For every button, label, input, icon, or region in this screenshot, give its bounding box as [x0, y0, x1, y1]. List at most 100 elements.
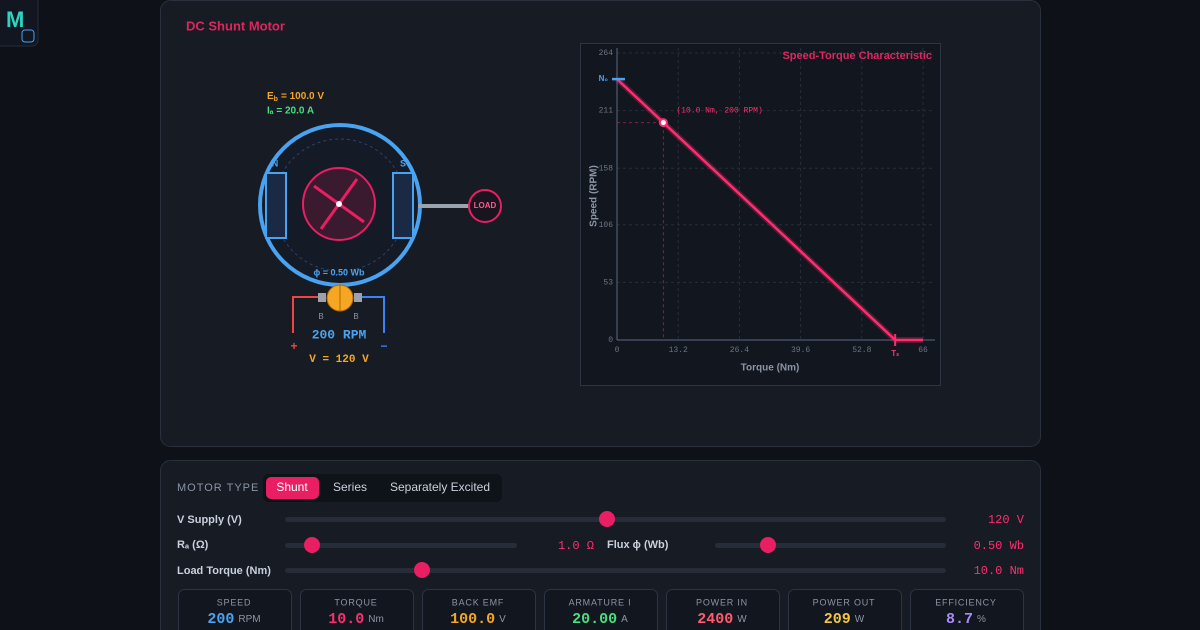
stat-label: ARMATURE I — [569, 597, 632, 607]
symbol: E — [267, 91, 274, 102]
unit: W — [737, 614, 747, 625]
slider-label: Load Torque (Nm) — [177, 565, 271, 577]
chart-title: Speed-Torque Characteristic — [782, 50, 932, 62]
x-axis-label: Torque (Nm) — [741, 363, 800, 374]
speed-readout: 200 RPM — [312, 327, 367, 342]
pole-label: S — [400, 158, 406, 168]
y-tick-label: 0 — [608, 336, 613, 345]
stat-value: 10.0 Nm — [328, 611, 384, 628]
terminal-minus: − — [380, 339, 387, 353]
wire-positive — [292, 296, 322, 333]
subscript: b — [274, 96, 278, 103]
stat-card — [422, 589, 536, 630]
wire-negative — [358, 296, 385, 333]
operating-point — [658, 118, 668, 128]
x-tick-label: 66 — [918, 346, 928, 355]
slider-thumb[interactable] — [599, 511, 615, 527]
slider-thumb[interactable] — [760, 537, 776, 553]
y-tick-label: 264 — [599, 49, 614, 58]
slider-label: Rₐ (Ω) — [177, 539, 209, 551]
value: 100.0 — [450, 611, 495, 628]
motor-type[interactable]: Shunt — [276, 480, 308, 494]
slider-thumb[interactable] — [414, 562, 430, 578]
motor-type[interactable]: Series — [333, 480, 367, 494]
x-tick-label: 52.8 — [852, 346, 871, 355]
brush — [318, 293, 326, 302]
value: 8.7 — [946, 611, 973, 628]
stat-value: 209 W — [824, 611, 865, 628]
slider-label: Flux ϕ (Wb) — [607, 539, 669, 551]
value: 209 — [824, 611, 851, 628]
load — [468, 189, 502, 223]
stat-card — [178, 589, 292, 630]
unit: A — [621, 614, 628, 625]
x-tick-label: 26.4 — [730, 346, 749, 355]
pole-n — [265, 172, 287, 239]
unit: V — [499, 614, 506, 625]
stat-label: BACK EMF — [452, 597, 504, 607]
stat-value: 20.00 A — [572, 611, 628, 628]
armature-current: Iₐ = 20.0 A — [267, 106, 314, 117]
slider-track[interactable] — [285, 543, 517, 548]
chart: 0 53 106 158 211 264 0 13.2 26.4 39.6 52.8 66 Speed-… — [589, 48, 935, 374]
stat-card — [788, 589, 902, 630]
value: = 100.0 V — [281, 91, 324, 102]
flux: ϕ = 0.50 Wb — [313, 267, 365, 277]
value: 2400 — [697, 611, 733, 628]
x-tick-label: 0 — [615, 346, 620, 355]
slider-label: V Supply (V) — [177, 514, 242, 526]
speed-torque-line — [616, 78, 923, 342]
motor-type[interactable]: Separately Excited — [390, 480, 490, 494]
slider-readout: 0.50 Wb — [974, 539, 1024, 553]
pole-label: N — [272, 158, 279, 168]
back-emf: Eb = 100.0 V — [267, 91, 324, 103]
stall-label: Tₛ — [891, 349, 899, 358]
slider-readout: 120 V — [988, 513, 1025, 527]
slider-track[interactable] — [715, 543, 946, 548]
y-tick-label: 106 — [599, 221, 614, 230]
segment-active[interactable] — [266, 477, 319, 499]
terminal-plus: + — [290, 339, 297, 353]
stat-card — [544, 589, 658, 630]
stat-label: SPEED — [217, 597, 252, 607]
y-tick-label: 158 — [599, 164, 614, 173]
voltage: V = 120 V — [309, 354, 369, 366]
x-tick-label: 13.2 — [669, 346, 688, 355]
stat-value: 2400 W — [697, 611, 747, 628]
stat-value: 100.0 V — [450, 611, 506, 628]
sidebar — [0, 0, 39, 47]
unit: % — [977, 614, 986, 625]
value: 20.00 — [572, 611, 617, 628]
slider-thumb[interactable] — [304, 537, 320, 553]
unit: W — [855, 614, 865, 625]
slider-track[interactable] — [285, 568, 946, 573]
slider-track[interactable] — [285, 517, 946, 522]
logo: M — [6, 7, 24, 32]
value: 10.0 — [328, 611, 364, 628]
brush — [354, 293, 362, 302]
brush-label: B — [353, 312, 358, 321]
stat-label: TORQUE — [334, 597, 377, 607]
stats: SPEED 200 RPM TORQUE 10.0 Nm BACK EMF 100.0 V ARM… — [178, 589, 1024, 630]
load-label: LOAD — [474, 201, 497, 210]
home-button[interactable] — [21, 29, 35, 43]
y-tick-label: 211 — [599, 107, 614, 116]
rotor-hub — [336, 201, 342, 207]
stat-card — [910, 589, 1024, 630]
controls-panel — [160, 460, 1041, 630]
value: 200 — [207, 611, 234, 628]
unit: Nm — [368, 614, 384, 625]
motor-type-label: MOTOR TYPE — [177, 482, 259, 494]
stat-label: POWER IN — [696, 597, 748, 607]
stat-card — [666, 589, 780, 630]
slider-readout: 1.0 Ω — [558, 539, 594, 553]
slider-readout: 10.0 Nm — [974, 564, 1024, 578]
y-axis-label: Speed (RPM) — [589, 165, 600, 227]
segmented-control — [263, 474, 502, 502]
unit: RPM — [238, 614, 260, 625]
no-load-label: N₀ — [599, 74, 609, 83]
y-tick-label: 53 — [603, 278, 613, 287]
stat-label: EFFICIENCY — [935, 597, 997, 607]
operating-point-label: (10.0 Nm, 200 RPM) — [676, 107, 762, 116]
